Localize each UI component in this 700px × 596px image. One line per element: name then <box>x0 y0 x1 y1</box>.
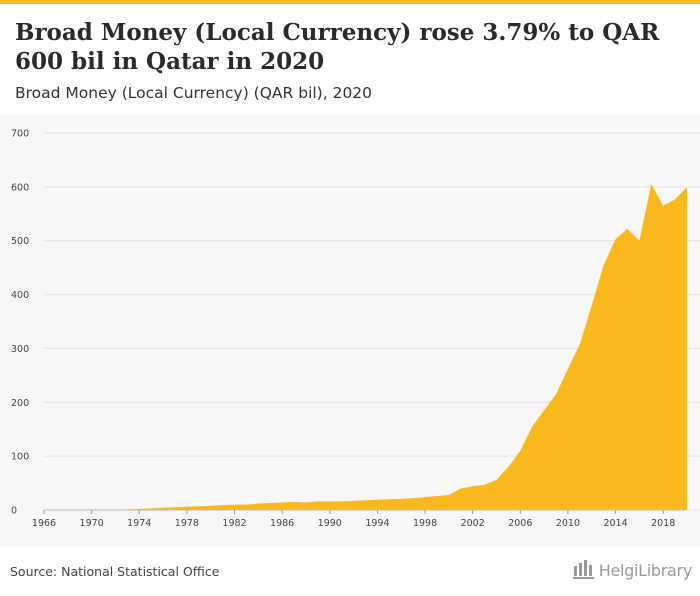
x-tick-label-1998: 1998 <box>413 518 437 529</box>
x-tick-label-2014: 2014 <box>603 518 627 529</box>
chart-footer: Source: National Statistical Office Helg… <box>0 546 700 596</box>
chart-title: Broad Money (Local Currency) rose 3.79% … <box>15 19 660 75</box>
x-tick-label-1970: 1970 <box>80 518 104 529</box>
chart-header: Broad Money (Local Currency) rose 3.79% … <box>0 4 700 114</box>
y-tick-label-700: 700 <box>11 129 29 140</box>
helgilibrary-logo: HelgiLibrary <box>572 560 693 580</box>
series-area <box>44 184 687 510</box>
x-tick-label-2018: 2018 <box>651 518 675 529</box>
y-tick-label-100: 100 <box>11 452 29 463</box>
x-tick-label-1978: 1978 <box>175 518 199 529</box>
y-tick-label-300: 300 <box>11 344 29 355</box>
x-tick-label-1966: 1966 <box>32 518 56 529</box>
x-tick-label-2006: 2006 <box>508 518 532 529</box>
logo-text: HelgiLibrary <box>598 560 693 580</box>
x-tick-label-1990: 1990 <box>318 518 342 529</box>
library-building-icon <box>572 560 594 579</box>
y-tick-label-500: 500 <box>11 236 29 247</box>
x-tick-label-2002: 2002 <box>461 518 485 529</box>
y-tick-label-400: 400 <box>11 290 29 301</box>
area-chart: 0 100 200 300 400 500 600 700 1966 1970 1974 1978 19… <box>11 129 700 529</box>
x-tick-label-2010: 2010 <box>556 518 580 529</box>
source-note: Source: National Statistical Office <box>10 564 220 579</box>
y-tick-label-0: 0 <box>11 506 17 517</box>
y-tick-label-600: 600 <box>11 182 29 193</box>
y-tick-label-200: 200 <box>11 398 29 409</box>
chart-subtitle: Broad Money (Local Currency) (QAR bil), … <box>15 84 373 102</box>
x-tick-label-1982: 1982 <box>222 518 246 529</box>
x-tick-label-1986: 1986 <box>270 518 294 529</box>
accent-bar <box>0 0 700 4</box>
x-tick-label-1974: 1974 <box>127 518 151 529</box>
x-tick-label-1994: 1994 <box>365 518 389 529</box>
